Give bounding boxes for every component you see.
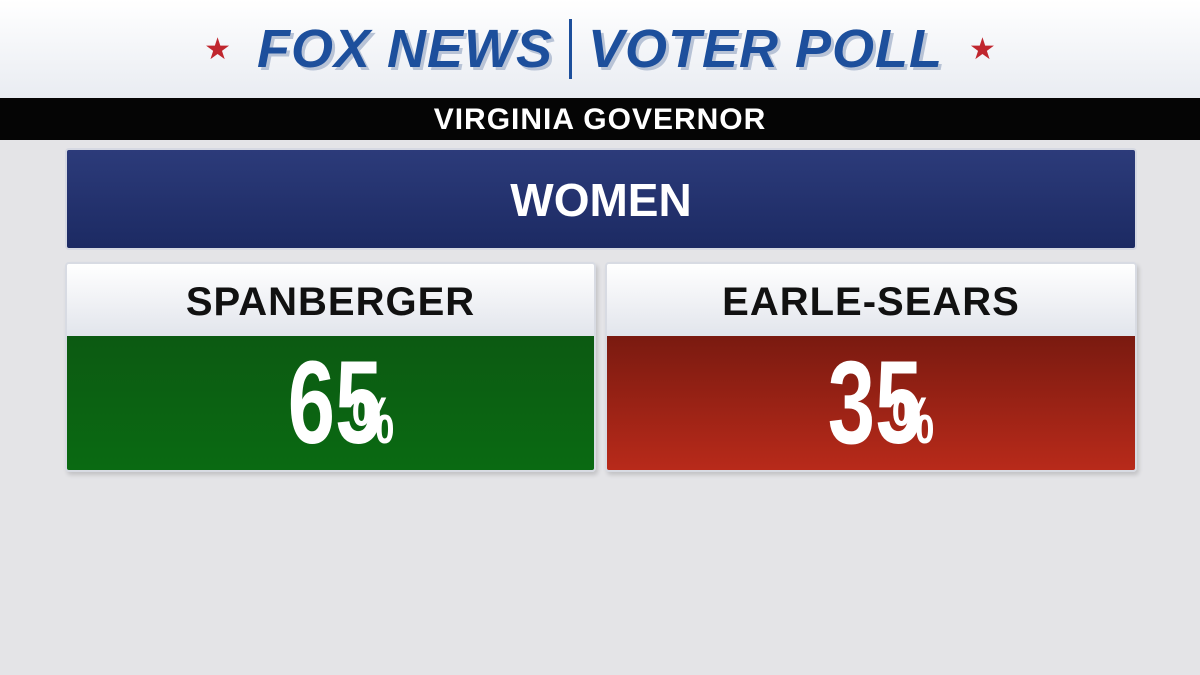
- separator: [569, 19, 572, 79]
- candidate-name: SPANBERGER: [67, 264, 594, 336]
- poll-title: VOTER POLL: [588, 19, 944, 79]
- candidate-value: 65%: [67, 336, 594, 470]
- race-title: VIRGINIA GOVERNOR: [0, 98, 1200, 140]
- percent-number: 35: [827, 337, 923, 469]
- candidate-panel: EARLE-SEARS 35%: [605, 262, 1137, 472]
- candidate-panel: SPANBERGER 65%: [65, 262, 596, 472]
- percent-sign: %: [351, 383, 395, 457]
- percent-number: 65: [287, 337, 382, 469]
- brand: FOX NEWS: [256, 19, 553, 79]
- candidate-name: EARLE-SEARS: [607, 264, 1135, 336]
- header: ★ FOX NEWS VOTER POLL ★: [0, 0, 1200, 98]
- group-label: WOMEN: [65, 148, 1137, 250]
- star-icon: ★: [969, 32, 996, 66]
- star-icon: ★: [204, 32, 231, 66]
- candidate-value: 35%: [607, 336, 1135, 470]
- percent-sign: %: [892, 383, 935, 457]
